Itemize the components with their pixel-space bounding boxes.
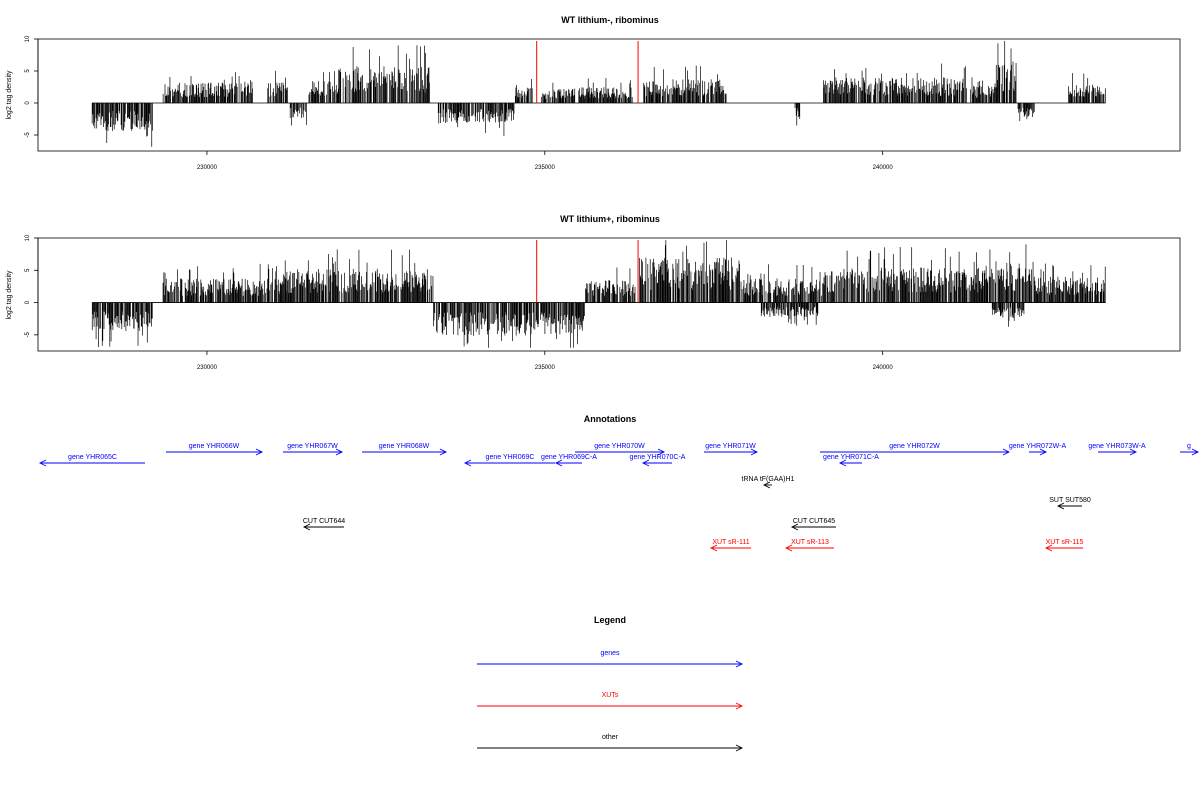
annotation-label: gene YHR072W-A <box>1009 443 1067 450</box>
annotation-label: gene YHR073W-A <box>1088 443 1146 450</box>
annotations-panel: Annotations gene YHR065C gene YHR066W gene… <box>38 414 1200 552</box>
annotation-arrow <box>1180 448 1200 456</box>
signal-bars <box>91 40 1106 147</box>
x-tick-label: 230000 <box>197 165 218 171</box>
annotation-arrow <box>838 459 862 467</box>
legend-label: genes <box>600 650 620 657</box>
track-title: WT lithium-, ribominus <box>561 15 659 25</box>
annotation-label: gene YHR070C-A <box>630 454 686 461</box>
track-lithium-plus: WT lithium+, ribominus log2 tag density … <box>6 214 1181 371</box>
annotation-arrow <box>1056 502 1082 510</box>
annotation-label: CUT CUT645 <box>793 518 835 525</box>
annotation-label: gene YHR072W <box>889 443 940 450</box>
axes: -5 0 5 10 230000 235000 240000 <box>25 234 893 371</box>
annotation-arrow <box>790 523 836 531</box>
annotation-arrow <box>302 523 344 531</box>
track-title: WT lithium+, ribominus <box>560 214 660 224</box>
annotation-label: XUT sR-115 <box>1046 539 1084 546</box>
annotation-label: gene YHR069C-A <box>541 454 597 461</box>
annotation-label: CUT CUT644 <box>303 518 345 525</box>
y-tick-label: -5 <box>25 332 31 338</box>
y-axis-label: log2 tag density <box>6 270 13 320</box>
annotation-arrow <box>704 448 759 456</box>
y-tick-label: -5 <box>25 132 31 138</box>
legend-label: other <box>602 734 619 741</box>
y-tick-label: 10 <box>25 234 31 241</box>
annotation-arrow <box>166 448 264 456</box>
annotation-label: XUT sR-113 <box>791 539 829 546</box>
y-tick-label: 5 <box>25 268 31 272</box>
annotation-arrow <box>575 448 666 456</box>
legend-arrow <box>477 702 744 710</box>
annotation-label: tRNA tF(GAA)H1 <box>742 476 795 483</box>
annotation-arrow <box>709 544 751 552</box>
annotations-title: Annotations <box>584 414 637 424</box>
annotation-label: g <box>1187 443 1191 450</box>
annotation-arrow <box>362 448 448 456</box>
annotation-label: gene YHR066W <box>189 443 240 450</box>
annotation-arrow <box>283 448 344 456</box>
annotation-arrow <box>641 459 672 467</box>
annotation-arrow <box>554 459 582 467</box>
annotation-label: gene YHR069C <box>486 454 535 461</box>
annotation-label: XUT sR-111 <box>712 539 749 546</box>
y-axis-label: log2 tag density <box>6 70 13 120</box>
annotation-arrow <box>1029 448 1048 456</box>
annotation-arrow <box>1098 448 1138 456</box>
y-tick-label: 0 <box>25 300 31 304</box>
annotation-arrow <box>762 481 772 489</box>
annotation-arrow <box>38 459 145 467</box>
axes: -5 0 5 10 230000 235000 240000 <box>25 35 893 171</box>
y-tick-label: 0 <box>25 101 31 105</box>
annotation-arrow <box>820 448 1011 456</box>
annotation-label: gene YHR071C-A <box>823 454 879 461</box>
annotation-label: gene YHR071W <box>705 443 756 450</box>
annotation-arrow <box>1044 544 1083 552</box>
x-tick-label: 235000 <box>535 365 556 371</box>
legend: Legend genes XUTs other <box>477 615 744 752</box>
x-tick-label: 240000 <box>873 365 894 371</box>
signal-bars <box>91 239 1106 348</box>
annotation-label: gene YHR070W <box>594 443 645 450</box>
y-tick-label: 5 <box>25 69 31 73</box>
x-tick-label: 230000 <box>197 365 218 371</box>
legend-arrow <box>477 744 744 752</box>
annotation-label: gene YHR067W <box>287 443 338 450</box>
annotation-label: gene YHR065C <box>68 454 117 461</box>
annotation-arrow <box>784 544 834 552</box>
annotation-label: gene YHR068W <box>379 443 430 450</box>
legend-title: Legend <box>594 615 626 625</box>
annotation-arrow <box>463 459 555 467</box>
legend-arrow <box>477 660 744 668</box>
annotation-label: SUT SUT580 <box>1049 497 1091 504</box>
legend-label: XUTs <box>602 692 619 699</box>
track-lithium-minus: WT lithium-, ribominus log2 tag density … <box>6 15 1181 171</box>
y-tick-label: 10 <box>25 35 31 42</box>
x-tick-label: 240000 <box>873 165 894 171</box>
x-tick-label: 235000 <box>535 165 556 171</box>
